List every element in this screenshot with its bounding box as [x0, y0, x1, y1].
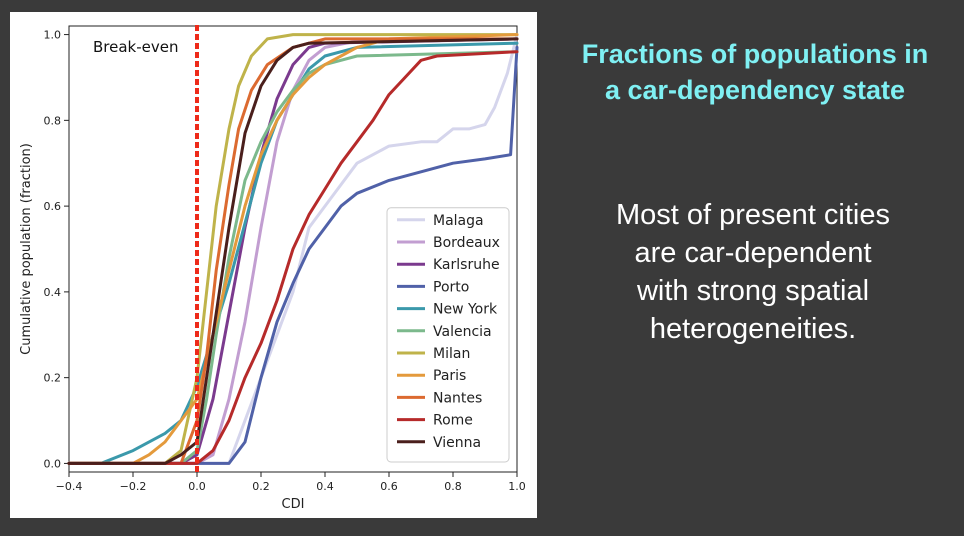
x-tick-label: 0.6 — [380, 480, 398, 493]
legend-label-karlsruhe: Karlsruhe — [433, 257, 500, 273]
x-axis-title: CDI — [282, 497, 305, 512]
slide-body-text: Most of present cities are car-dependent… — [558, 196, 948, 348]
y-tick-label: 0.4 — [44, 286, 62, 299]
x-tick-label: −0.4 — [56, 480, 83, 493]
cdi-cumulative-chart: −0.4 −0.2 0.0 0.2 0.4 0.6 0.8 1.0 0.0 0.2 0.4 0.6 0.… — [19, 25, 526, 512]
series-line-porto — [67, 45, 519, 465]
series-line-bordeaux — [67, 37, 519, 465]
axes: −0.4 −0.2 0.0 0.2 0.4 0.6 0.8 1.0 0.0 0.2 0.4 0.6 0.… — [19, 25, 526, 512]
legend-label-bordeaux: Bordeaux — [433, 235, 500, 251]
series-lines — [67, 33, 519, 465]
legend-label-nantes: Nantes — [433, 390, 482, 406]
series-line-rome — [67, 50, 519, 465]
slide-body-line: with strong spatial — [636, 275, 870, 307]
y-tick-label: 0.8 — [44, 114, 62, 127]
legend: Malaga Bordeaux Karlsruhe Porto New York Vale… — [386, 207, 510, 463]
slide-body-line: heterogeneities. — [649, 313, 857, 345]
y-tick-label: 0.6 — [44, 200, 62, 213]
break-even-annotation: Break-even — [93, 25, 199, 473]
slide-heading-line: a car-dependency state — [604, 75, 906, 105]
x-tick-label: 0.4 — [316, 480, 334, 493]
x-tick-label: 1.0 — [508, 480, 526, 493]
slide-body-line: are car-dependent — [634, 237, 872, 269]
break-even-label: Break-even — [93, 38, 179, 56]
x-tick-label: 0.2 — [252, 480, 270, 493]
legend-label-rome: Rome — [433, 413, 473, 429]
legend-label-porto: Porto — [433, 279, 469, 295]
plot-frame — [68, 25, 518, 473]
y-tick-label: 0.0 — [44, 457, 62, 470]
chart-panel: −0.4 −0.2 0.0 0.2 0.4 0.6 0.8 1.0 0.0 0.2 0.4 0.6 0.… — [10, 12, 537, 518]
legend-label-new-york: New York — [433, 302, 498, 318]
legend-label-paris: Paris — [433, 368, 466, 384]
y-axis-title: Cumulative population (fraction) — [19, 143, 34, 355]
series-line-milan — [67, 33, 519, 465]
legend-label-vienna: Vienna — [433, 435, 481, 451]
slide-heading: Fractions of populations in a car-depend… — [560, 36, 950, 108]
y-tick-label: 0.2 — [44, 372, 62, 385]
y-tick-label: 1.0 — [44, 29, 62, 42]
x-tick-label: −0.2 — [120, 480, 147, 493]
slide-body-line: Most of present cities — [616, 199, 890, 231]
x-tick-label: 0.8 — [444, 480, 462, 493]
legend-label-milan: Milan — [433, 346, 470, 362]
series-line-malaga — [67, 33, 519, 465]
legend-label-valencia: Valencia — [433, 324, 492, 340]
legend-label-malaga: Malaga — [433, 213, 484, 229]
series-line-new-york — [67, 41, 519, 465]
slide-heading-line: Fractions of populations in — [581, 39, 929, 69]
series-line-paris — [67, 33, 519, 465]
x-tick-label: 0.0 — [188, 480, 206, 493]
series-line-vienna — [67, 37, 519, 465]
